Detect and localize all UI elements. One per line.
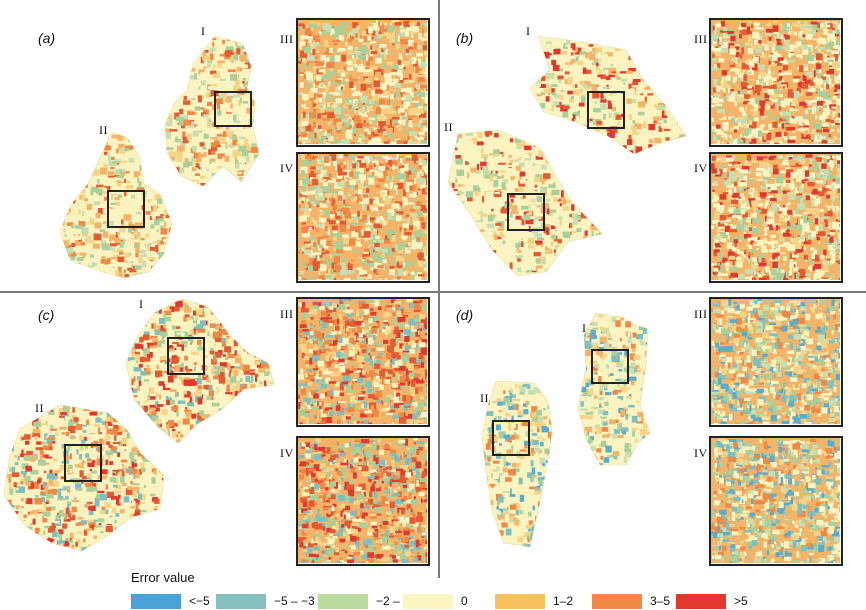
legend-swatch: [318, 593, 368, 609]
panel-c-inset-label-iv: IV: [280, 446, 294, 460]
panel-a-map-region-ii: [59, 131, 173, 279]
panel-b-region-label-i: I: [526, 24, 531, 38]
panel-a-locator-box-ii: [107, 190, 145, 228]
panel-b-map-region-ii: [447, 129, 603, 277]
panel-d-letter: (d): [456, 307, 474, 323]
panel-b-locator-box-i: [587, 91, 625, 129]
legend-item-minus2-minus1: −2 – −1: [318, 593, 417, 609]
panel-c-inset-iii: [296, 297, 434, 431]
panel-a-inset-iv: [296, 152, 435, 287]
legend-item-zero: 0: [403, 593, 468, 609]
panel-a-inset-iii: [296, 18, 434, 150]
panel-b: (b) I II III IV: [440, 0, 866, 291]
panel-d-inset-label-iii: III: [694, 307, 708, 321]
horizontal-divider: [0, 291, 866, 293]
legend-item-1-2: 1–2: [495, 593, 573, 609]
vertical-divider: [438, 0, 440, 578]
legend-label: 3–5: [650, 594, 671, 608]
panel-c-letter: (c): [38, 307, 55, 323]
panel-a-letter: (a): [38, 30, 56, 46]
panel-d-region-label-ii: II: [480, 391, 489, 405]
panel-c-inset-label-iii: III: [280, 307, 294, 321]
panel-d-inset-iii: [709, 297, 846, 430]
panel-d-locator-box-i: [591, 349, 629, 384]
panel-d-inset-iv: [709, 436, 848, 570]
legend-swatch: [676, 593, 726, 609]
panel-c-locator-box-i: [167, 337, 205, 375]
panel-b-region-label-ii: II: [444, 120, 453, 134]
panel-a-inset-label-iv: IV: [280, 161, 294, 175]
panel-a-region-label-ii: II: [99, 123, 108, 137]
panel-b-inset-iv: [709, 152, 848, 286]
legend-swatch: [592, 593, 642, 609]
panel-a-region-label-i: I: [201, 24, 206, 38]
panel-a-inset-label-iii: III: [280, 32, 294, 46]
legend-item-3-5: 3–5: [592, 593, 670, 609]
panel-b-letter: (b): [456, 30, 474, 46]
panel-d-map-region-ii: [481, 380, 553, 548]
legend-label: −5 – −3: [274, 594, 315, 608]
legend-title: Error value: [131, 570, 195, 585]
panel-d-locator-box-ii: [492, 420, 530, 456]
panel-b-inset-label-iii: III: [694, 32, 708, 46]
legend-item-minus5-minus3: −5 – −3: [216, 593, 315, 609]
legend-swatch: [216, 593, 266, 609]
panel-a-map-region-i: [164, 35, 260, 187]
panel-b-map-region-i: [529, 35, 687, 155]
legend-label: >5: [734, 594, 748, 608]
panel-c-map-region-ii: [3, 404, 165, 552]
panel-a-locator-box-i: [214, 91, 252, 127]
legend-swatch: [495, 593, 545, 609]
panel-c-region-label-i: I: [139, 297, 144, 311]
legend-swatch: [403, 593, 453, 609]
panel-c-locator-box-ii: [64, 444, 102, 482]
panel-c: (c) I II III IV: [0, 293, 438, 578]
panel-c-region-label-ii: II: [35, 401, 44, 415]
panel-c-map-region-i: [125, 298, 275, 444]
panel-b-locator-box-ii: [507, 193, 545, 231]
panel-d: (d) I II III IV: [440, 293, 866, 578]
legend-swatch: [131, 593, 181, 609]
panel-d-map-region-i: [577, 312, 651, 466]
panel-b-inset-iii: [709, 18, 846, 151]
panel-b-inset-label-iv: IV: [694, 161, 708, 175]
legend-label: <−5: [189, 594, 210, 608]
panel-c-inset-iv: [296, 436, 435, 569]
legend-label: 1–2: [553, 594, 574, 608]
legend-item-gt5: >5: [676, 593, 748, 609]
panel-d-region-label-i: I: [582, 321, 587, 335]
legend-item-lt-minus5: <−5: [131, 593, 210, 609]
legend-label: 0: [461, 594, 468, 608]
panel-d-inset-label-iv: IV: [694, 446, 708, 460]
panel-a: (a) I II III IV: [0, 0, 438, 291]
